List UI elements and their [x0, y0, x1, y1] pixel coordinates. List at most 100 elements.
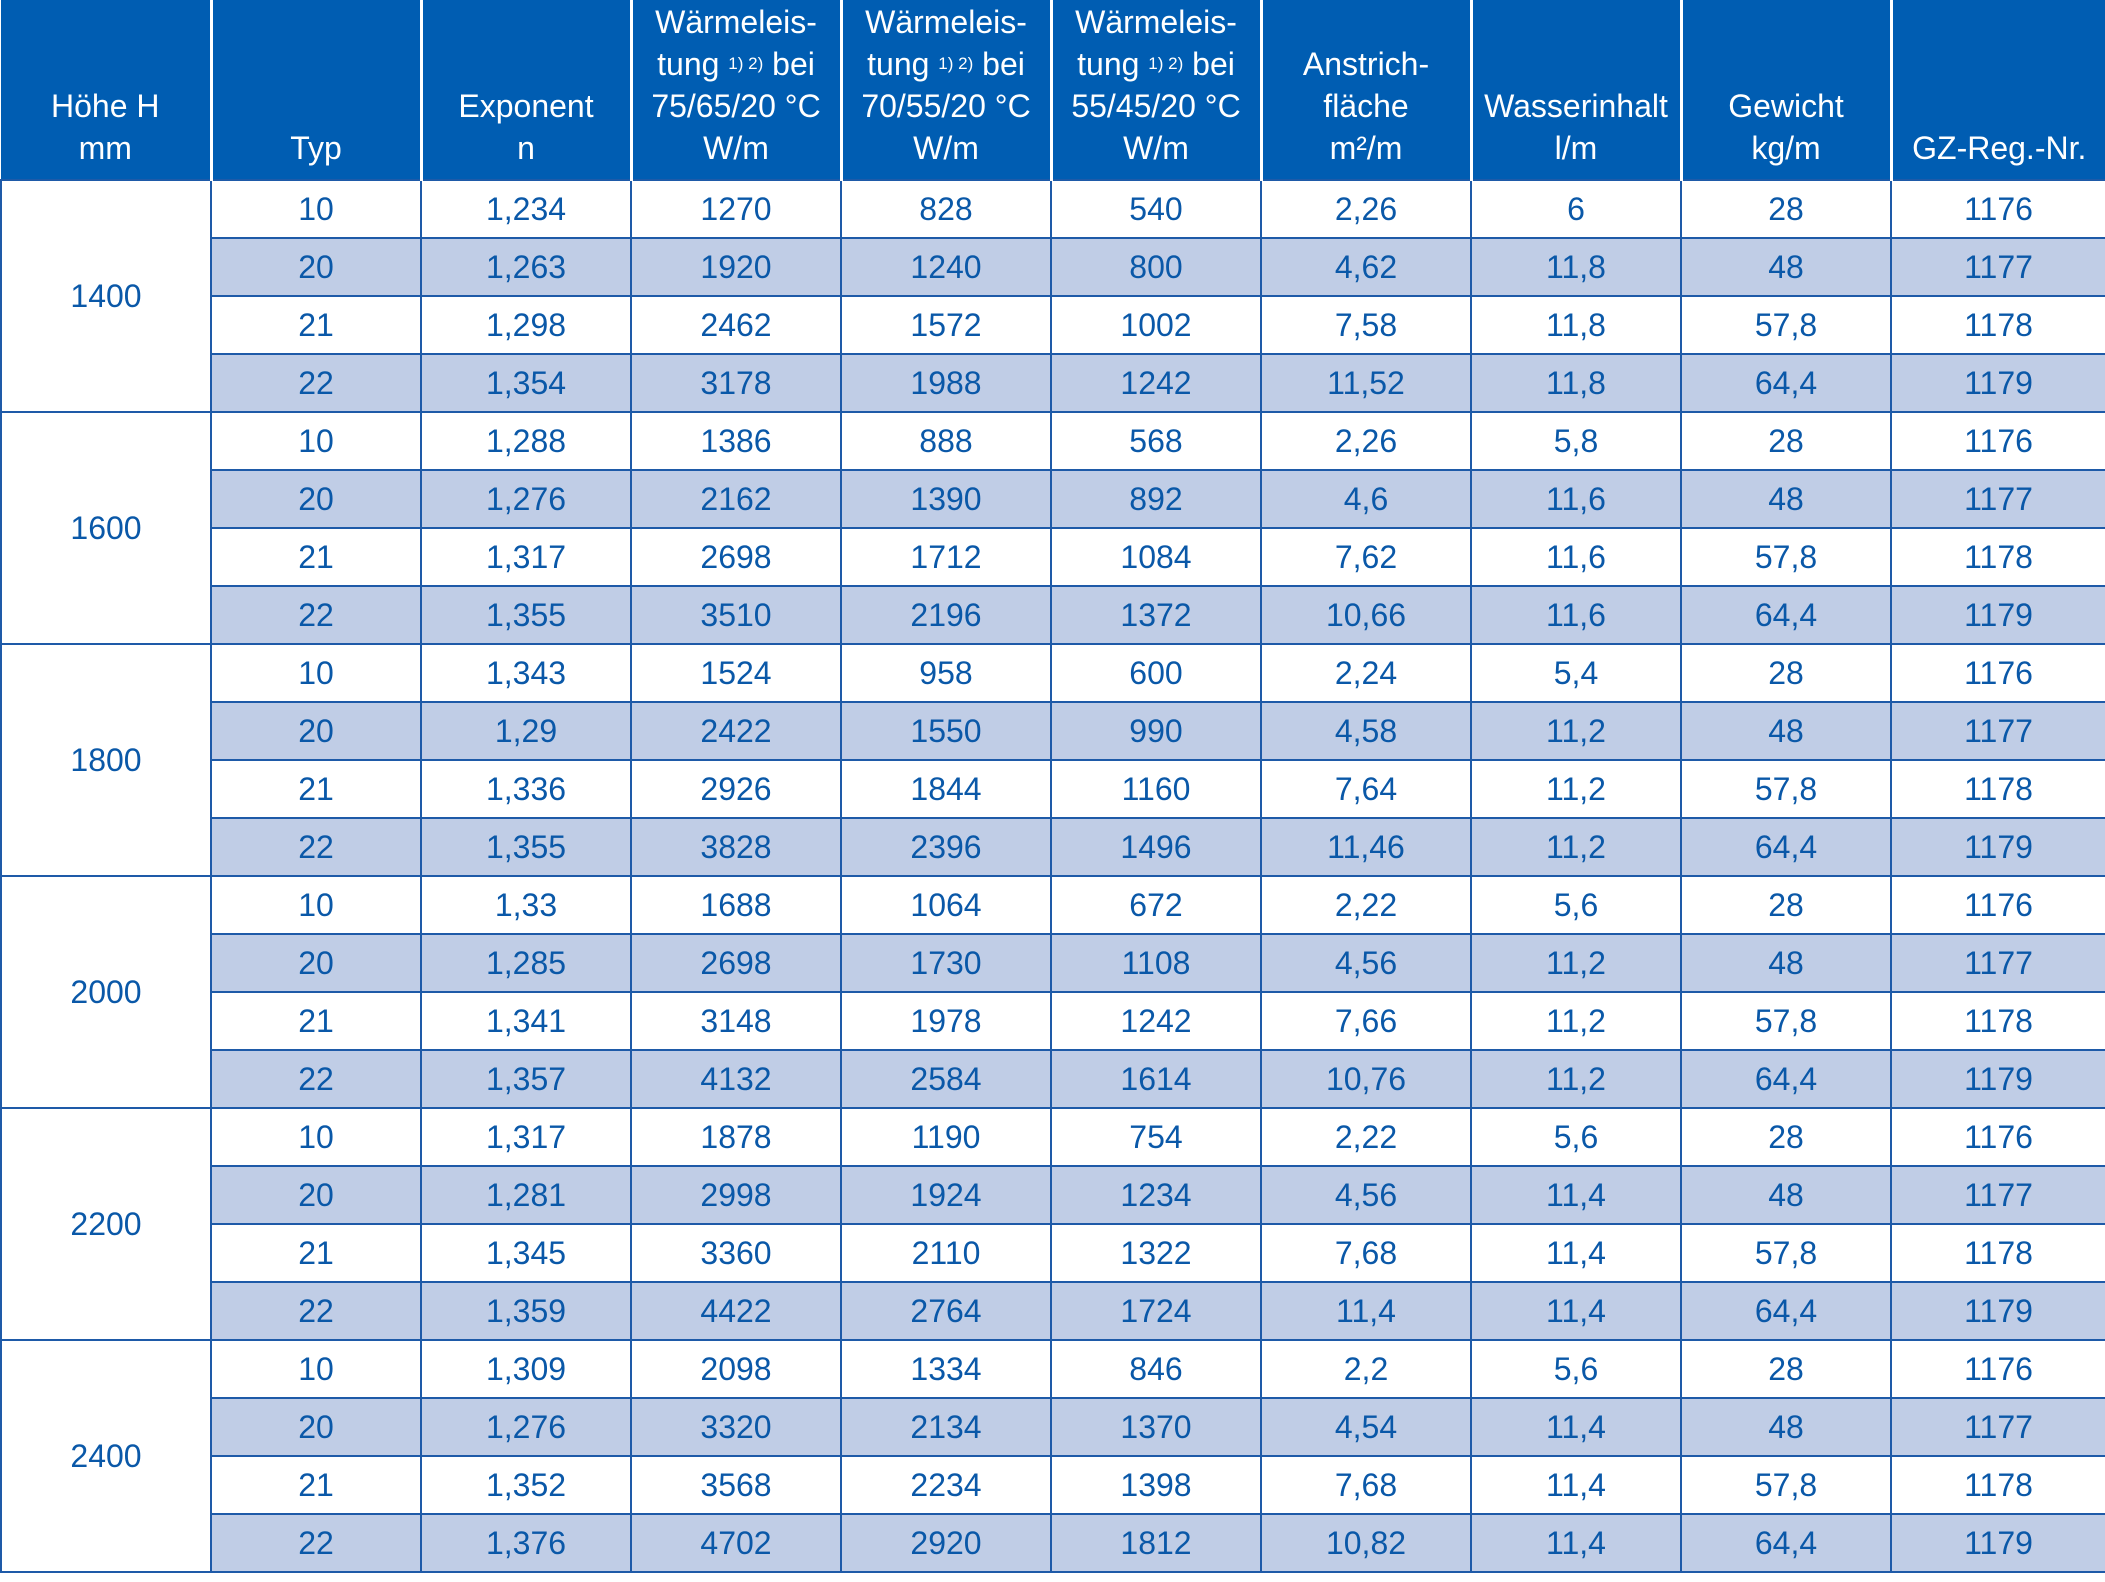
- cell-output-55-45-20: 1160: [1050, 759, 1262, 819]
- cell-weight: 57,8: [1680, 991, 1892, 1051]
- header-line: W/m: [703, 130, 769, 166]
- cell-output-55-45-20: 990: [1050, 701, 1262, 761]
- cell-output-75-65-20: 2926: [630, 759, 842, 819]
- cell-output-55-45-20: 540: [1050, 179, 1262, 239]
- header-height: Höhe H mm: [1, 0, 211, 180]
- cell-weight: 48: [1680, 469, 1892, 529]
- cell-output-55-45-20: 672: [1050, 875, 1262, 935]
- cell-height: 2200: [0, 1107, 212, 1341]
- cell-output-70-55-20: 1390: [840, 469, 1052, 529]
- cell-output-70-55-20: 888: [840, 411, 1052, 471]
- cell-type: 22: [210, 1513, 422, 1573]
- header-gz-reg-nr: GZ-Reg.-Nr.: [1889, 0, 2105, 180]
- cell-output-75-65-20: 3320: [630, 1397, 842, 1457]
- table-row: 21 1,298 2462 1572 1002 7,58 11,8 57,8 1178: [1, 295, 2105, 355]
- cell-paint-area: 4,62: [1260, 237, 1472, 297]
- cell-weight: 64,4: [1680, 817, 1892, 877]
- table-row: 22 1,354 3178 1988 1242 11,52 11,8 64,4 1179: [1, 353, 2105, 413]
- cell-exponent: 1,317: [420, 1107, 632, 1167]
- cell-water-content: 5,6: [1470, 875, 1682, 935]
- cell-gz-reg-nr: 1177: [1890, 933, 2105, 993]
- cell-gz-reg-nr: 1176: [1890, 1339, 2105, 1399]
- table-row: 2400 10 1,309 2098 1334 846 2,2 5,6 28 1176: [0, 1339, 2105, 1573]
- cell-gz-reg-nr: 1176: [1890, 875, 2105, 935]
- header-heat-output-55-45-20: Wärmeleis-tung 1) 2) bei 55/45/20 °C W/m: [1049, 0, 1261, 180]
- table-row: 1600 10 1,288 1386 888 568 2,26 5,8 28 1176: [0, 411, 2105, 645]
- cell-gz-reg-nr: 1177: [1890, 1165, 2105, 1225]
- cell-output-55-45-20: 1108: [1050, 933, 1262, 993]
- cell-output-55-45-20: 1370: [1050, 1397, 1262, 1457]
- cell-output-75-65-20: 4132: [630, 1049, 842, 1109]
- cell-exponent: 1,276: [420, 469, 632, 529]
- header-line: fläche: [1323, 88, 1409, 124]
- cell-exponent: 1,355: [420, 585, 632, 645]
- cell-output-70-55-20: 1988: [840, 353, 1052, 413]
- header-line: tung 1) 2) bei: [657, 46, 815, 82]
- cell-water-content: 11,6: [1470, 585, 1682, 645]
- cell-water-content: 11,4: [1470, 1165, 1682, 1225]
- header-line: Wärmeleis-: [655, 4, 817, 40]
- cell-output-70-55-20: 2134: [840, 1397, 1052, 1457]
- cell-type: 22: [210, 585, 422, 645]
- cell-exponent: 1,281: [420, 1165, 632, 1225]
- cell-exponent: 1,298: [420, 295, 632, 355]
- cell-output-75-65-20: 4702: [630, 1513, 842, 1573]
- cell-output-70-55-20: 828: [840, 179, 1052, 239]
- header-line: m²/m: [1329, 130, 1403, 166]
- cell-paint-area: 2,2: [1260, 1339, 1472, 1399]
- cell-output-55-45-20: 1398: [1050, 1455, 1262, 1515]
- cell-type: 20: [210, 1397, 422, 1457]
- cell-water-content: 5,8: [1470, 411, 1682, 471]
- table-header: Höhe H mm Typ Exponent n Wärmeleis-tung 1) 2)…: [1, 0, 2105, 180]
- cell-output-55-45-20: 1242: [1050, 991, 1262, 1051]
- cell-output-55-45-20: 892: [1050, 469, 1262, 529]
- table-row: 21 1,352 3568 2234 1398 7,68 11,4 57,8 1178: [1, 1455, 2105, 1515]
- cell-output-70-55-20: 2764: [840, 1281, 1052, 1341]
- cell-weight: 28: [1680, 1339, 1892, 1399]
- cell-output-55-45-20: 1002: [1050, 295, 1262, 355]
- cell-paint-area: 11,52: [1260, 353, 1472, 413]
- cell-water-content: 11,4: [1470, 1223, 1682, 1283]
- header-line: W/m: [1123, 130, 1189, 166]
- cell-output-70-55-20: 2234: [840, 1455, 1052, 1515]
- cell-output-70-55-20: 1572: [840, 295, 1052, 355]
- table-row: 22 1,357 4132 2584 1614 10,76 11,2 64,4 1179: [1, 1049, 2105, 1109]
- cell-gz-reg-nr: 1176: [1890, 643, 2105, 703]
- cell-exponent: 1,285: [420, 933, 632, 993]
- table-row: 20 1,285 2698 1730 1108 4,56 11,2 48 1177: [1, 933, 2105, 993]
- cell-paint-area: 7,64: [1260, 759, 1472, 819]
- cell-output-70-55-20: 1844: [840, 759, 1052, 819]
- cell-gz-reg-nr: 1179: [1890, 1281, 2105, 1341]
- cell-water-content: 11,2: [1470, 933, 1682, 993]
- cell-type: 20: [210, 469, 422, 529]
- cell-water-content: 11,2: [1470, 1049, 1682, 1109]
- cell-paint-area: 11,4: [1260, 1281, 1472, 1341]
- cell-weight: 64,4: [1680, 1049, 1892, 1109]
- cell-type: 21: [210, 1223, 422, 1283]
- cell-gz-reg-nr: 1179: [1890, 1513, 2105, 1573]
- cell-weight: 28: [1680, 411, 1892, 471]
- header-line: n: [517, 130, 535, 166]
- cell-output-55-45-20: 1372: [1050, 585, 1262, 645]
- header-row: Höhe H mm Typ Exponent n Wärmeleis-tung 1) 2)…: [1, 0, 2105, 180]
- cell-paint-area: 2,26: [1260, 179, 1472, 239]
- cell-type: 10: [210, 1107, 422, 1167]
- cell-weight: 64,4: [1680, 353, 1892, 413]
- footnote-marker: 1) 2): [1148, 54, 1184, 73]
- header-type: Typ: [209, 0, 421, 180]
- cell-type: 21: [210, 759, 422, 819]
- cell-height: 1600: [0, 411, 212, 645]
- header-line: GZ-Reg.-Nr.: [1912, 130, 2087, 166]
- cell-water-content: 11,8: [1470, 295, 1682, 355]
- cell-paint-area: 4,6: [1260, 469, 1472, 529]
- cell-water-content: 5,4: [1470, 643, 1682, 703]
- table-row: 22 1,355 3510 2196 1372 10,66 11,6 64,4 1179: [1, 585, 2105, 645]
- cell-gz-reg-nr: 1179: [1890, 1049, 2105, 1109]
- table-row: 22 1,376 4702 2920 1812 10,82 11,4 64,4 1179: [1, 1513, 2105, 1573]
- header-line: l/m: [1554, 130, 1598, 166]
- cell-weight: 57,8: [1680, 295, 1892, 355]
- cell-height: 2400: [0, 1339, 212, 1573]
- table-row: 21 1,336 2926 1844 1160 7,64 11,2 57,8 1178: [1, 759, 2105, 819]
- cell-water-content: 5,6: [1470, 1339, 1682, 1399]
- cell-weight: 57,8: [1680, 527, 1892, 587]
